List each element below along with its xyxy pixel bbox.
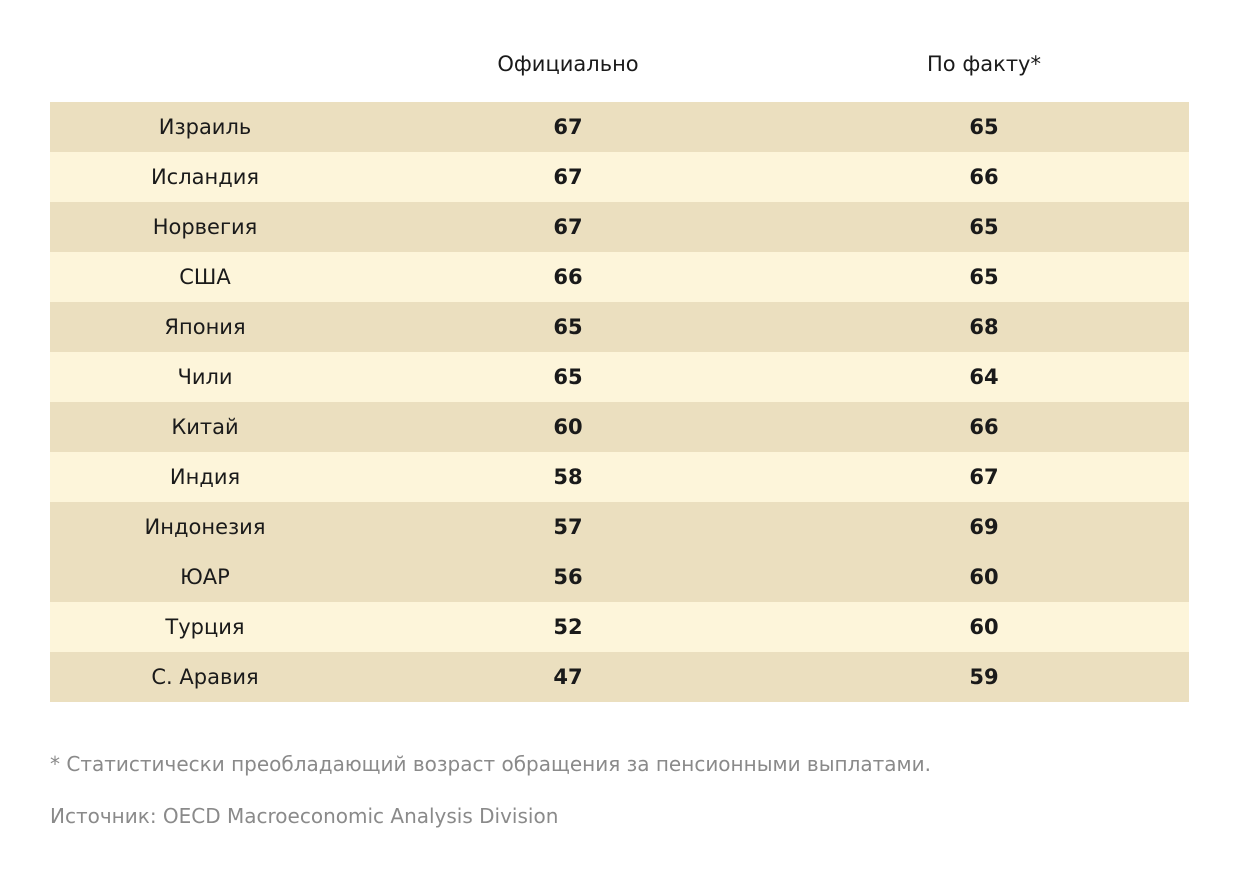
country-cell: Исландия (150, 165, 260, 189)
table-row: Чили 65 64 (50, 352, 1189, 402)
retirement-age-table: Израиль 67 65 Исландия 67 66 Норвегия 67 65 США 66… (50, 102, 1189, 702)
actual-age-cell: 65 (969, 215, 999, 239)
table-row: ЮАР 56 60 (50, 552, 1189, 602)
country-cell: Турция (165, 615, 245, 639)
country-cell: Чили (177, 365, 233, 389)
actual-age-cell: 66 (969, 415, 999, 439)
official-age-cell: 58 (553, 465, 583, 489)
country-cell: ЮАР (180, 565, 230, 589)
official-age-cell: 65 (553, 315, 583, 339)
official-age-cell: 52 (553, 615, 583, 639)
official-age-cell: 67 (553, 215, 583, 239)
official-age-cell: 57 (553, 515, 583, 539)
table-row: Норвегия 67 65 (50, 202, 1189, 252)
column-header-official: Официально (497, 52, 639, 76)
table-row: США 66 65 (50, 252, 1189, 302)
country-cell: Индия (169, 465, 241, 489)
official-age-cell: 47 (553, 665, 583, 689)
table-header: Официально По факту* (50, 48, 1189, 80)
official-age-cell: 66 (553, 265, 583, 289)
official-age-cell: 65 (553, 365, 583, 389)
country-cell: Япония (164, 315, 246, 339)
official-age-cell: 56 (553, 565, 583, 589)
source-note: Источник: OECD Macroeconomic Analysis Di… (50, 804, 559, 828)
actual-age-cell: 60 (969, 615, 999, 639)
actual-age-cell: 68 (969, 315, 999, 339)
table-row: С. Аравия 47 59 (50, 652, 1189, 702)
official-age-cell: 67 (553, 165, 583, 189)
table-row: Китай 60 66 (50, 402, 1189, 452)
actual-age-cell: 64 (969, 365, 999, 389)
table-row: Турция 52 60 (50, 602, 1189, 652)
table-row: Израиль 67 65 (50, 102, 1189, 152)
table-row: Индия 58 67 (50, 452, 1189, 502)
column-header-actual: По факту* (927, 52, 1041, 76)
table-row: Исландия 67 66 (50, 152, 1189, 202)
footnote: * Статистически преобладающий возраст об… (50, 752, 931, 776)
actual-age-cell: 66 (969, 165, 999, 189)
country-cell: Китай (171, 415, 239, 439)
actual-age-cell: 69 (969, 515, 999, 539)
actual-age-cell: 60 (969, 565, 999, 589)
actual-age-cell: 65 (969, 115, 999, 139)
actual-age-cell: 67 (969, 465, 999, 489)
table-row: Япония 65 68 (50, 302, 1189, 352)
actual-age-cell: 59 (969, 665, 999, 689)
official-age-cell: 60 (553, 415, 583, 439)
table-row: Индонезия 57 69 (50, 502, 1189, 552)
country-cell: США (179, 265, 231, 289)
actual-age-cell: 65 (969, 265, 999, 289)
country-cell: Норвегия (152, 215, 258, 239)
country-cell: Индонезия (144, 515, 266, 539)
official-age-cell: 67 (553, 115, 583, 139)
country-cell: С. Аравия (151, 665, 259, 689)
country-cell: Израиль (158, 115, 252, 139)
